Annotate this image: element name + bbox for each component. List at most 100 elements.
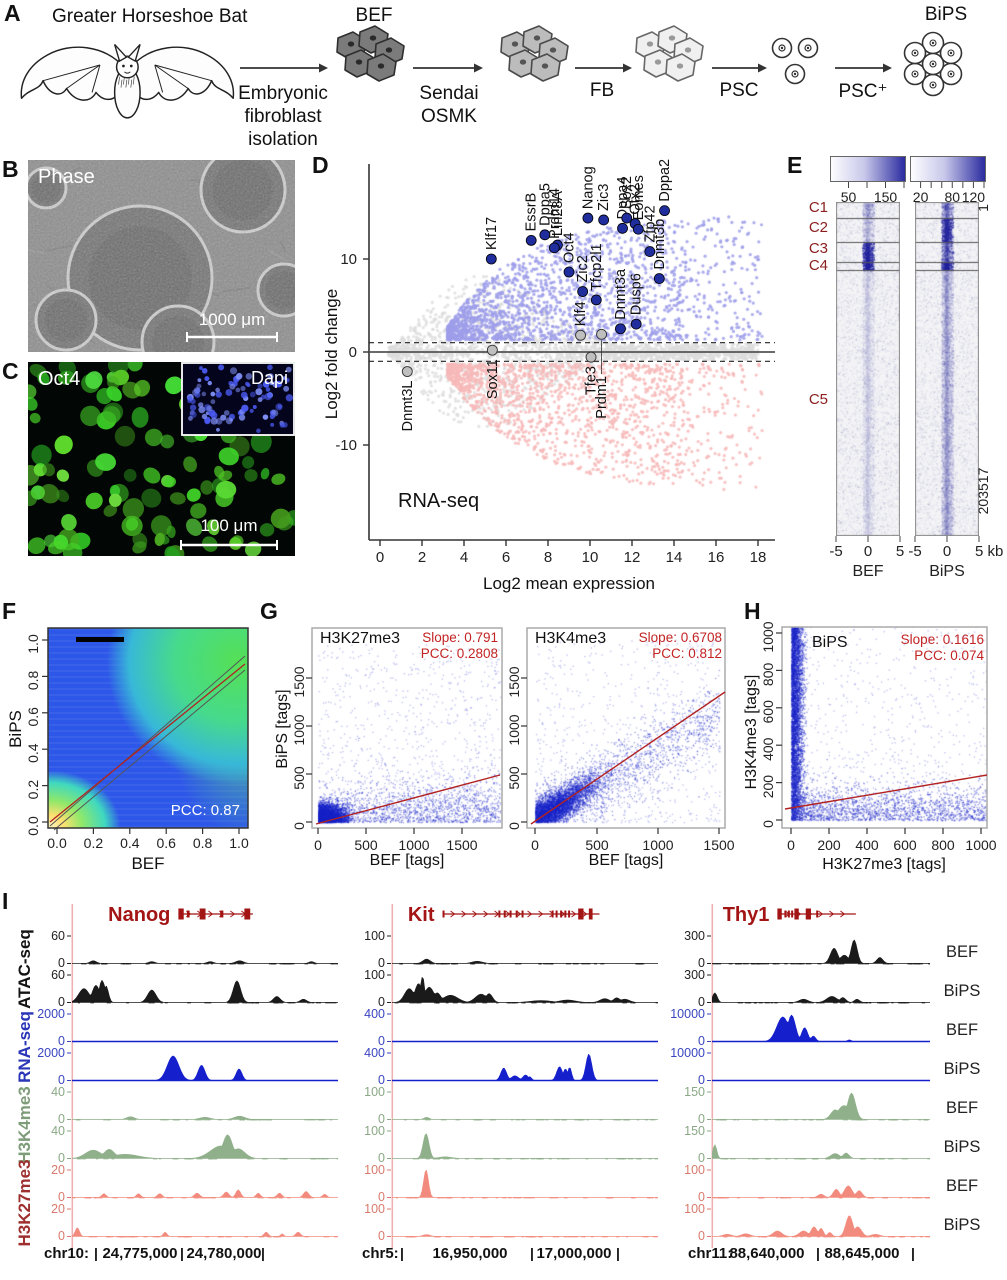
sample-label-4-BEF: BEF (946, 1099, 978, 1117)
density-correlation-plot (0, 596, 260, 886)
gene-label-Nanog: Nanog (580, 166, 596, 209)
bips-scatter-points (782, 627, 987, 828)
gene-label-Prdm1: Prdm1 (594, 376, 610, 419)
ytick: 500 (508, 766, 522, 790)
h-title: BiPS (812, 634, 848, 651)
oct4-positive-nucleus (144, 428, 163, 447)
gene-label-Tfcp2l1: Tfcp2l1 (589, 243, 605, 291)
ytick: 1000 (291, 714, 307, 745)
cell-cluster (336, 25, 405, 82)
heat-xtick: 5 kb (975, 543, 1003, 560)
gene-label-Lin28A: Lin28A (550, 191, 566, 236)
f-ylabel: BiPS (6, 710, 25, 748)
gene-dot-Prdm1 (596, 328, 607, 340)
track-Nanog-ATAC-seq-BiPS (72, 979, 338, 1004)
d-xtick: 2 (418, 549, 426, 566)
gene-model-Kit (442, 908, 600, 920)
d-xtick: 0 (376, 549, 384, 566)
psc-label: PSC (719, 80, 759, 101)
oct4-positive-nucleus (186, 488, 201, 502)
oct4-positive-nucleus (107, 362, 130, 375)
scale-Thy1-2: 10000 (670, 1007, 705, 1021)
sample-label-3-BiPS: BiPS (944, 1060, 981, 1078)
g2-regression-line (530, 691, 726, 825)
d-ytick: -10 (335, 437, 357, 454)
gene-dot-Nanog (582, 212, 594, 224)
scatter-frame (781, 626, 988, 829)
oct4-positive-nucleus (31, 444, 52, 466)
scale-Nanog-1: 60 (51, 968, 65, 982)
f-ytick: 0.2 (25, 780, 41, 800)
scatter-frame (526, 627, 726, 829)
f-ytick: 0.4 (25, 743, 41, 763)
oct4-positive-nucleus (28, 537, 46, 555)
f-xtick: 0.6 (156, 835, 176, 851)
panel-h-letter: H (744, 598, 761, 624)
ytick: 500 (291, 766, 307, 790)
oct4-label: Oct4 (38, 368, 81, 390)
gene-label-Klf4: Klf4 (573, 301, 589, 326)
scale-Nanog-0: 60 (51, 929, 65, 943)
oct4-positive-nucleus (85, 492, 103, 510)
oct4-positive-nucleus (190, 503, 207, 519)
oct4-positive-nucleus (121, 515, 143, 537)
xtick: 1500 (703, 837, 734, 853)
sample-label-6-BEF: BEF (946, 1177, 978, 1195)
oct4-positive-nucleus (61, 514, 77, 531)
g1-slope: Slope: 0.791 (422, 630, 498, 645)
rnaseq-label: RNA-seq (398, 490, 480, 512)
gene-label-Sox11: Sox11 (485, 359, 501, 399)
psc-cells (771, 37, 819, 85)
track-Nanog-H3K4me3-BEF (72, 1115, 338, 1121)
gene-dot-Tfcp2l1 (590, 294, 602, 306)
gene-name-Kit: Kit (408, 904, 435, 926)
oct4-positive-nucleus (29, 412, 41, 424)
oct4-positive-nucleus (131, 406, 149, 428)
oct4-positive-nucleus (183, 456, 198, 473)
oct4-positive-nucleus (122, 381, 141, 399)
cluster-label-C4: C4 (809, 257, 828, 274)
sample-label-5-BiPS: BiPS (944, 1138, 981, 1156)
coord-Nanog-|: | (94, 1245, 98, 1261)
scale0-Kit-3: 0 (378, 1073, 385, 1087)
ytick: 600 (760, 700, 776, 724)
ytick: 0 (760, 820, 776, 828)
ytick: 0 (291, 822, 307, 830)
coord-Kit-|: | (530, 1245, 534, 1261)
scale-Thy1-5: 150 (684, 1124, 705, 1138)
track-Kit-H3K27me3-BEF (392, 1169, 658, 1199)
scale-Thy1-4: 150 (684, 1085, 705, 1099)
assay-label-RNA-seq: RNA-seq (15, 1011, 34, 1083)
colorbar-tick: 80 (944, 189, 960, 205)
heat-xtick: -5 (829, 543, 842, 560)
panel-f-letter: F (2, 598, 17, 624)
gene-label-Oct4: Oct4 (562, 232, 578, 263)
oct4-positive-nucleus (165, 376, 184, 395)
coord-Nanog-chr10:: chr10: (44, 1245, 89, 1262)
f-xtick: 0.0 (47, 835, 67, 851)
oct4-positive-nucleus (28, 490, 38, 507)
xtick: 1000 (642, 837, 673, 853)
track-Nanog-H3K4me3-BiPS (72, 1134, 338, 1160)
f-xlabel: BEF (131, 854, 165, 873)
scale0-Kit-0: 0 (378, 956, 385, 970)
phase-label: Phase (38, 166, 95, 188)
xtick: 500 (585, 837, 609, 853)
g2-title: H3K4me3 (535, 630, 607, 647)
gene-dot-Klf17 (485, 253, 497, 265)
gene-label-Dnmt3b: Dnmt3b (652, 219, 668, 270)
oct4-positive-nucleus (47, 540, 66, 555)
gene-label-Dppa5: Dppa5 (537, 183, 553, 226)
track-Nanog-H3K27me3-BiPS (72, 1227, 338, 1238)
oct4-positive-nucleus (28, 464, 40, 486)
gene-label-Dppa2: Dppa2 (657, 159, 673, 202)
scale0-Nanog-6: 0 (58, 1190, 65, 1204)
scale-Kit-3: 400 (364, 1046, 385, 1060)
cell-cluster (635, 25, 704, 82)
h-pcc: PCC: 0.074 (914, 648, 984, 663)
scale0-Kit-1: 0 (378, 995, 385, 1009)
heatmap-bips (915, 202, 979, 536)
coord-Thy1-|: | (816, 1245, 820, 1261)
h3k27me3-scatter-axes: 0 500 1000 1500 0 500 1000 1500 (291, 627, 503, 853)
